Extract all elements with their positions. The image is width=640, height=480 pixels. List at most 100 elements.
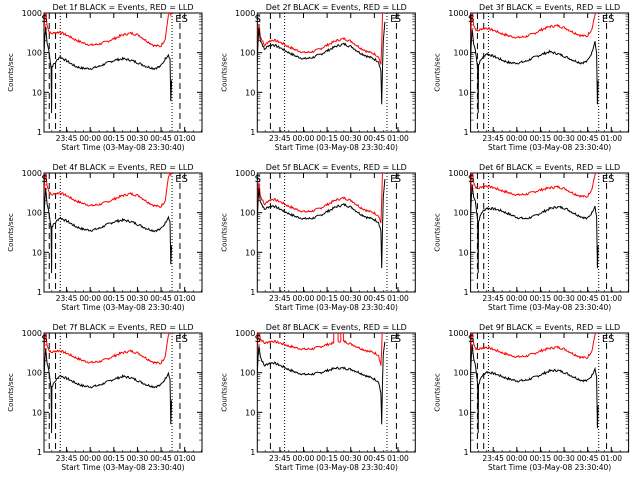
y-tick-label: 1 (464, 128, 469, 137)
x-axis-label: Start Time (03-May-08 23:30:40) (275, 463, 398, 472)
x-tick-label: 01:00 (600, 294, 622, 303)
y-tick-label: 1000 (448, 329, 468, 338)
y-tick-label: 100 (27, 49, 42, 58)
y-tick-label: 1 (250, 448, 255, 457)
x-tick-label: 00:00 (293, 134, 315, 143)
events-rate-line (44, 187, 173, 274)
plot-frame (256, 172, 416, 293)
orbit-marker-s: S (468, 174, 474, 185)
y-tick-label: 10 (245, 408, 255, 417)
x-axis-label: Start Time (03-May-08 23:30:40) (61, 143, 184, 152)
detector-panel-9: Det 9f BLACK = Events, RED = LLD 1 10 100 10… (434, 323, 630, 472)
lld-rate-line (470, 173, 598, 199)
y-tick-label: 100 (453, 209, 468, 218)
x-tick-label: 00:30 (553, 134, 575, 143)
orbit-marker-s: S (255, 334, 261, 345)
orbit-marker-e: E (602, 174, 608, 185)
orbit-marker-s: S (468, 14, 474, 25)
x-tick-label: 00:30 (553, 294, 575, 303)
orbit-marker-s: S (181, 174, 187, 185)
orbit-marker-s: S (41, 334, 47, 345)
events-rate-line (257, 179, 386, 269)
plot-frame (43, 332, 203, 453)
y-tick-label: 100 (27, 209, 42, 218)
orbit-marker-s: S (41, 14, 47, 25)
x-tick-label: 00:00 (293, 454, 315, 463)
y-axis-label: Counts/sec (7, 213, 15, 252)
y-tick-label: 1 (37, 128, 42, 137)
events-rate-line (470, 184, 599, 274)
x-tick-label: 00:30 (340, 454, 362, 463)
orbit-marker-s: S (395, 14, 401, 25)
y-tick-label: 1000 (22, 169, 42, 178)
y-axis-label: Counts/sec (434, 373, 442, 412)
orbit-marker-s: S (608, 334, 614, 345)
events-rate-line (470, 344, 599, 434)
lld-rate-line (44, 333, 172, 365)
x-tick-label: 00:30 (340, 134, 362, 143)
x-tick-label: 00:15 (103, 454, 125, 463)
x-tick-label: 00:00 (506, 294, 528, 303)
x-tick-label: 00:15 (530, 134, 552, 143)
y-tick-label: 100 (453, 49, 468, 58)
x-tick-label: 01:00 (174, 454, 196, 463)
plot-frame (43, 172, 203, 293)
x-tick-label: 00:15 (316, 294, 338, 303)
y-tick-label: 1000 (448, 169, 468, 178)
x-tick-label: 00:45 (150, 454, 172, 463)
orbit-marker-e: E (175, 14, 181, 25)
y-tick-label: 100 (240, 209, 255, 218)
x-tick-label: 00:45 (150, 134, 172, 143)
plot-frame (470, 332, 630, 453)
panel-title: Det 2f BLACK = Events, RED = LLD (266, 3, 407, 12)
x-tick-label: 00:30 (127, 294, 149, 303)
x-tick-label: 23:45 (269, 294, 291, 303)
y-tick-label: 1 (37, 448, 42, 457)
detector-panel-3: Det 3f BLACK = Events, RED = LLD 1 10 100 10… (434, 3, 630, 152)
events-rate-line (470, 29, 599, 114)
y-tick-label: 1 (464, 448, 469, 457)
panel-title: Det 1f BLACK = Events, RED = LLD (52, 3, 193, 12)
orbit-marker-e: E (390, 14, 396, 25)
x-tick-label: 00:00 (79, 454, 101, 463)
lld-rate-line (44, 173, 173, 208)
x-tick-label: 00:15 (103, 294, 125, 303)
x-tick-label: 00:45 (364, 294, 386, 303)
detector-panel-8: Det 8f BLACK = Events, RED = LLD 1 10 100 10… (220, 323, 416, 472)
y-tick-label: 10 (245, 88, 255, 97)
x-tick-label: 00:45 (577, 294, 599, 303)
y-axis-label: Counts/sec (7, 53, 15, 92)
y-tick-label: 1000 (235, 169, 255, 178)
x-axis-label: Start Time (03-May-08 23:30:40) (275, 303, 398, 312)
y-tick-label: 1 (250, 288, 255, 297)
y-axis-label: Counts/sec (434, 213, 442, 252)
x-tick-label: 23:45 (269, 134, 291, 143)
y-axis-label: Counts/sec (220, 373, 228, 412)
y-tick-label: 1000 (235, 329, 255, 338)
y-tick-label: 1 (250, 128, 255, 137)
orbit-marker-s: S (41, 174, 47, 185)
detector-panel-4: Det 4f BLACK = Events, RED = LLD 1 10 100 10… (7, 163, 203, 312)
x-tick-label: 00:45 (364, 454, 386, 463)
plot-frame (470, 172, 630, 293)
y-tick-label: 10 (458, 408, 468, 417)
x-axis-label: Start Time (03-May-08 23:30:40) (488, 463, 611, 472)
y-axis-label: Counts/sec (7, 373, 15, 412)
x-tick-label: 01:00 (387, 294, 409, 303)
orbit-marker-s: S (608, 174, 614, 185)
orbit-marker-s: S (395, 174, 401, 185)
lld-rate-line (44, 13, 173, 48)
y-tick-label: 1 (37, 288, 42, 297)
plot-frame (256, 12, 416, 133)
y-tick-label: 100 (27, 369, 42, 378)
x-tick-label: 00:00 (506, 134, 528, 143)
y-tick-label: 1000 (235, 9, 255, 18)
events-rate-line (257, 341, 386, 425)
orbit-marker-e: E (602, 14, 608, 25)
panel-title: Det 7f BLACK = Events, RED = LLD (52, 323, 193, 332)
x-tick-label: 00:00 (293, 294, 315, 303)
x-tick-label: 23:45 (56, 134, 78, 143)
lld-rate-line (470, 333, 598, 360)
orbit-marker-s: S (395, 334, 401, 345)
x-tick-label: 00:45 (364, 134, 386, 143)
